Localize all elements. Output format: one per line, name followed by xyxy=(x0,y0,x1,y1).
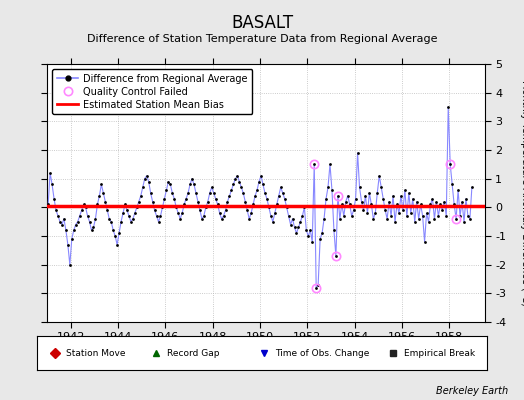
Text: BASALT: BASALT xyxy=(231,14,293,32)
Legend: Difference from Regional Average, Quality Control Failed, Estimated Station Mean: Difference from Regional Average, Qualit… xyxy=(52,69,253,114)
Text: Time of Obs. Change: Time of Obs. Change xyxy=(276,348,370,358)
Text: Difference of Station Temperature Data from Regional Average: Difference of Station Temperature Data f… xyxy=(87,34,437,44)
Y-axis label: Monthly Temperature Anomaly Difference (°C): Monthly Temperature Anomaly Difference (… xyxy=(520,80,524,306)
Text: Station Move: Station Move xyxy=(66,348,125,358)
Text: Empirical Break: Empirical Break xyxy=(404,348,475,358)
Text: Berkeley Earth: Berkeley Earth xyxy=(436,386,508,396)
Text: Record Gap: Record Gap xyxy=(167,348,220,358)
